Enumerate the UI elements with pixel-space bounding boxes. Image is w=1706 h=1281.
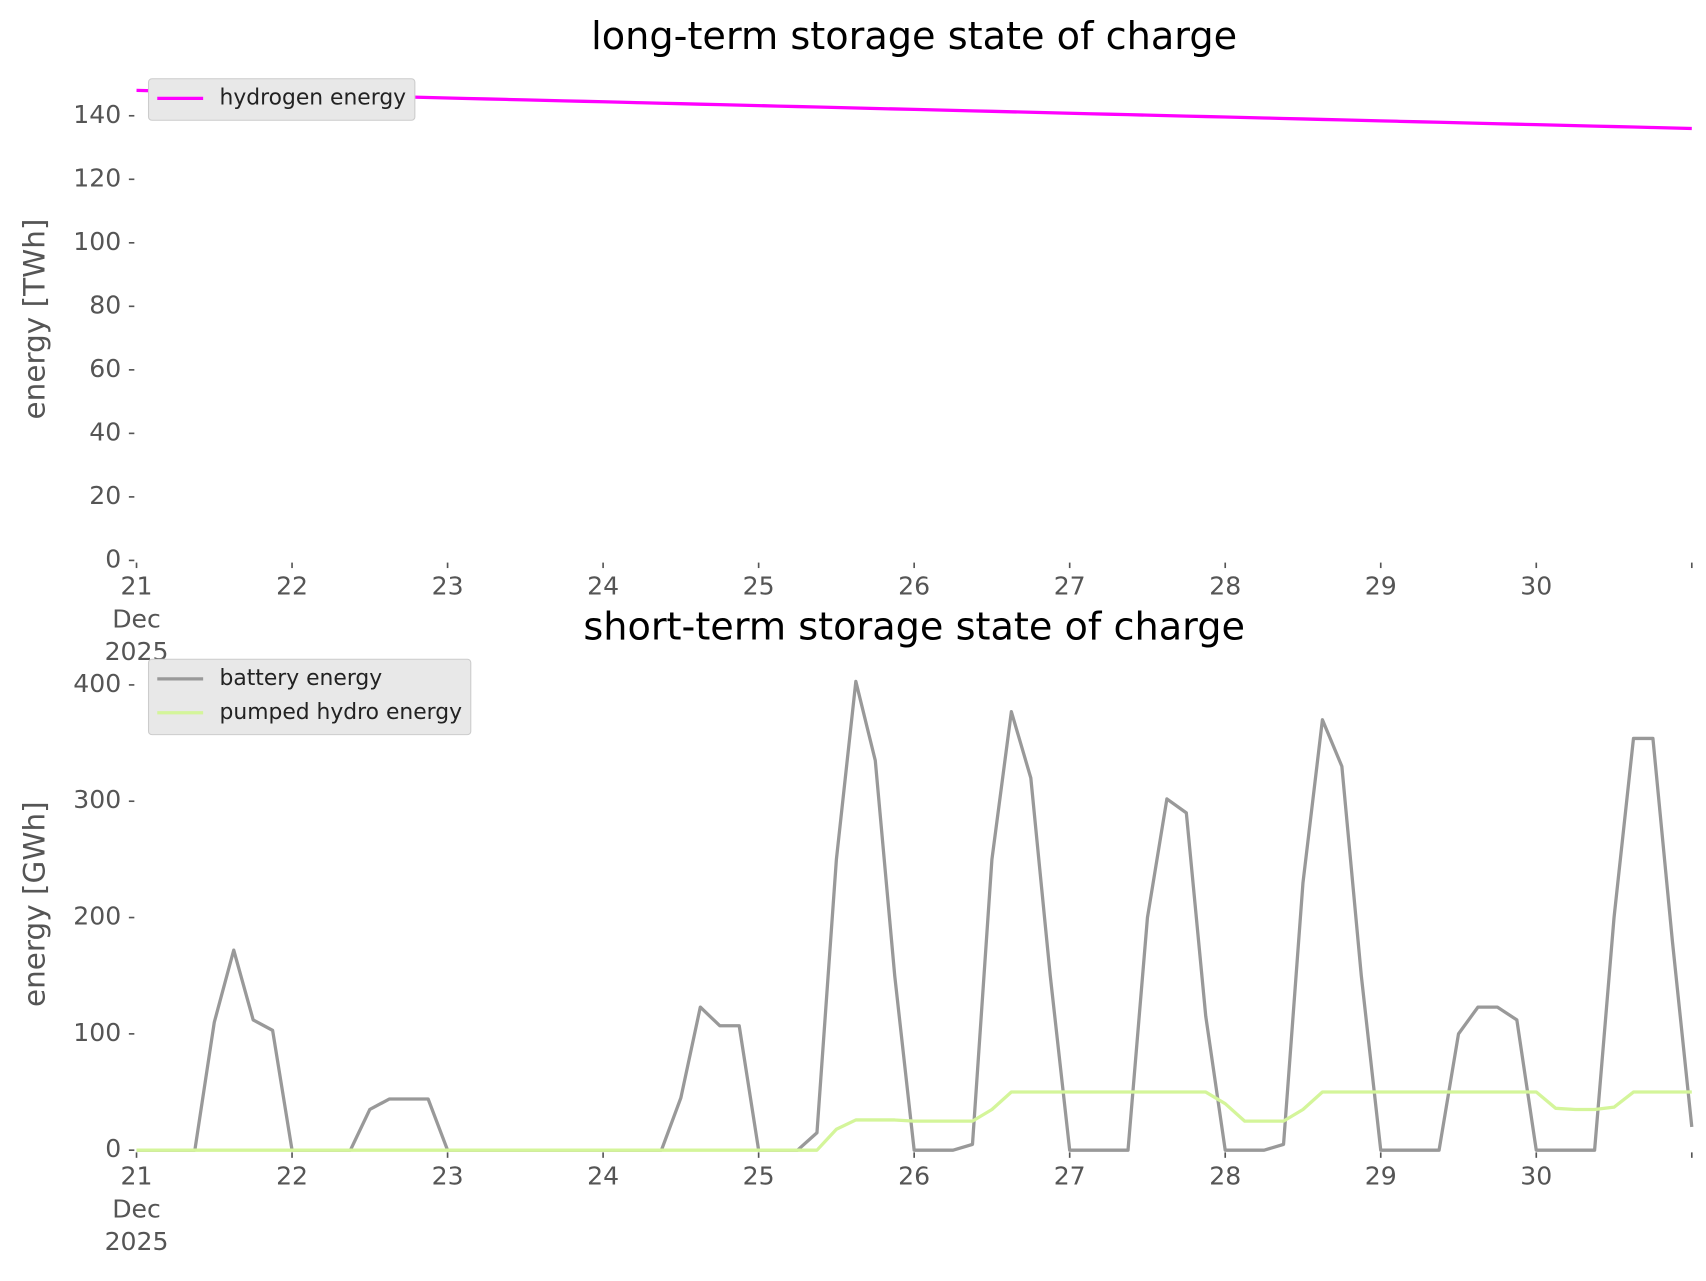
y-tick-label: 20: [89, 481, 121, 510]
y-axis-label: energy [GWh]: [18, 801, 52, 1007]
y-tick-label: 80: [89, 290, 121, 319]
x-tick-label: 24: [587, 1161, 619, 1190]
y-tick-label: 0: [105, 544, 121, 573]
x-tick-label: 22: [276, 1161, 308, 1190]
y-tick-label: 60: [89, 354, 121, 383]
y-tick-label: 100: [73, 1018, 121, 1047]
chart-title: long-term storage state of charge: [591, 15, 1237, 59]
y-tick-label: 40: [89, 417, 121, 446]
legend-label: hydrogen energy: [220, 85, 407, 110]
y-tick-label: 120: [73, 163, 121, 192]
legend-label: battery energy: [220, 666, 383, 691]
x-tick-label: 30: [1520, 1161, 1552, 1190]
y-axis-label: energy [TWh]: [18, 219, 52, 420]
x-tick-label: 27: [1054, 572, 1086, 601]
x-tick-label: 30: [1520, 572, 1552, 601]
y-tick-label: 200: [73, 902, 121, 931]
y-tick-label: 400: [73, 669, 121, 698]
x-tick-label: 21 Dec 2025: [105, 572, 169, 667]
x-tick-label: 25: [743, 1161, 775, 1190]
legend-label: pumped hydro energy: [220, 700, 463, 725]
x-tick-label: 26: [898, 1161, 930, 1190]
legend-box: [147, 658, 472, 736]
x-tick-label: 29: [1365, 572, 1397, 601]
x-tick-label: 28: [1209, 572, 1241, 601]
y-tick-label: 140: [73, 100, 121, 129]
data-line: [136, 1090, 1692, 1152]
legend-box: [147, 78, 416, 121]
y-tick-label: 100: [73, 227, 121, 256]
x-tick-label: 22: [276, 572, 308, 601]
x-tick-label: 29: [1365, 1161, 1397, 1190]
x-tick-label: 25: [743, 572, 775, 601]
legend: hydrogen energy: [147, 78, 416, 121]
data-line: [136, 679, 1694, 1152]
x-tick-label: 23: [432, 1161, 464, 1190]
x-tick-label: 24: [587, 572, 619, 601]
x-tick-label: 28: [1209, 1161, 1241, 1190]
x-tick-label: 26: [898, 572, 930, 601]
chart-title: short-term storage state of charge: [583, 606, 1245, 650]
y-tick-label: 0: [105, 1134, 121, 1163]
x-tick-label: 27: [1054, 1161, 1086, 1190]
x-tick-label: 23: [432, 572, 464, 601]
y-tick-label: 300: [73, 785, 121, 814]
legend: battery energy pumped hydro energy: [147, 658, 472, 736]
x-tick-label: 21 Dec 2025: [105, 1161, 169, 1256]
